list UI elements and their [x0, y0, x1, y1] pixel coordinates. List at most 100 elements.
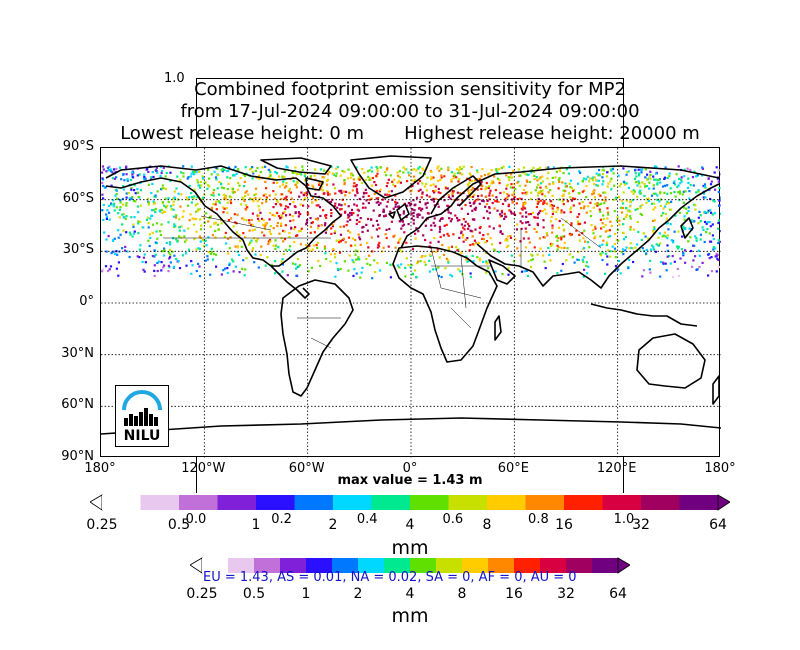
heat-cell [215, 265, 218, 268]
heat-cell [444, 187, 448, 190]
heat-cell [569, 208, 572, 211]
heat-cell [151, 254, 154, 258]
heat-cell [711, 213, 714, 216]
heat-cell [627, 267, 630, 270]
heat-cell [372, 209, 375, 212]
heat-cell [303, 172, 307, 175]
heat-cell [445, 223, 448, 226]
heat-cell [382, 246, 385, 249]
heat-cell [330, 232, 333, 235]
heat-cell [159, 165, 162, 169]
heat-cell [639, 185, 642, 188]
heat-cell [114, 252, 117, 256]
heat-cell [530, 169, 533, 172]
heat-cell [659, 261, 662, 264]
heat-cell [634, 172, 637, 175]
heat-cell [339, 267, 342, 271]
colorbar-second-tick-label: 16 [505, 586, 523, 602]
heat-cell [227, 169, 230, 172]
heat-cell [346, 220, 349, 223]
heat-cell [220, 169, 223, 172]
heat-cell [122, 188, 125, 191]
heat-cell [653, 202, 656, 205]
heat-cell [542, 254, 545, 257]
heat-cell [432, 190, 435, 193]
heat-cell [601, 258, 604, 262]
heat-cell [131, 235, 134, 238]
heat-cell [543, 208, 546, 211]
heat-cell [182, 175, 185, 178]
colorbar-main-swatch [256, 495, 295, 510]
heat-cell [675, 245, 679, 248]
heat-cell [209, 225, 212, 228]
heat-cell [648, 268, 651, 271]
heat-cell [568, 165, 571, 168]
heat-cell [439, 191, 442, 195]
heat-cell [125, 165, 128, 168]
heat-cell [248, 219, 251, 222]
heat-cell [522, 166, 526, 169]
heat-cell [503, 191, 506, 194]
colorbar-second-tick-label: 2 [353, 586, 363, 602]
heat-cell [187, 248, 190, 251]
heat-cell [153, 274, 156, 277]
heat-cell [417, 167, 420, 170]
heat-cell [231, 188, 234, 191]
heat-cell [152, 223, 155, 226]
heat-cell [203, 181, 206, 184]
heat-cell [560, 246, 563, 249]
heat-cell [108, 165, 111, 168]
heat-cell [402, 210, 405, 213]
heat-cell [504, 239, 507, 242]
heat-cell [192, 173, 196, 176]
heat-cell [172, 215, 175, 218]
heat-cell [449, 220, 452, 223]
heat-cell [460, 207, 463, 210]
heat-cell [374, 183, 378, 187]
heat-cell [452, 176, 455, 180]
heat-cell [358, 220, 361, 223]
heat-cell [442, 234, 445, 237]
heat-cell [690, 249, 693, 253]
heat-cell [508, 179, 511, 182]
heat-cell [439, 228, 442, 231]
heat-cell [480, 175, 483, 178]
heat-cell [467, 227, 470, 230]
heat-cell [597, 193, 600, 196]
ghost-colorbar-tick: 1.0 [613, 512, 635, 527]
heat-cell [657, 178, 660, 181]
heat-cell [682, 251, 685, 255]
heat-cell [528, 223, 531, 226]
heat-cell [556, 206, 559, 209]
regional-legend-text: EU = 1.43, AS = 0.01, NA = 0.02, SA = 0,… [203, 570, 577, 585]
lon-tick-label: 0° [402, 461, 418, 476]
heat-cell [146, 168, 149, 171]
heat-cell [171, 250, 174, 253]
heat-cell [625, 173, 628, 176]
heat-cell [347, 205, 350, 208]
heat-cell [327, 193, 330, 196]
heat-cell [511, 169, 515, 172]
heat-cell [220, 182, 223, 185]
heat-cell [314, 168, 317, 171]
heat-cell [228, 195, 232, 198]
heat-cell [618, 223, 621, 226]
heat-cell [480, 187, 483, 191]
heat-cell [194, 204, 197, 207]
heat-cell [323, 245, 326, 248]
heat-cell [703, 185, 706, 188]
heat-cell [167, 251, 170, 254]
heat-cell [533, 216, 536, 219]
heat-cell [697, 222, 700, 225]
heat-cell [281, 258, 284, 261]
heat-cell [594, 225, 597, 228]
heat-cell [274, 203, 277, 206]
heat-cell [494, 189, 497, 192]
heat-cell [269, 169, 272, 172]
heat-cell [489, 189, 492, 192]
heat-cell [447, 208, 450, 211]
heat-cell [426, 217, 429, 220]
heat-cell [389, 174, 392, 177]
heat-cell [258, 177, 261, 180]
heat-cell [463, 228, 466, 231]
